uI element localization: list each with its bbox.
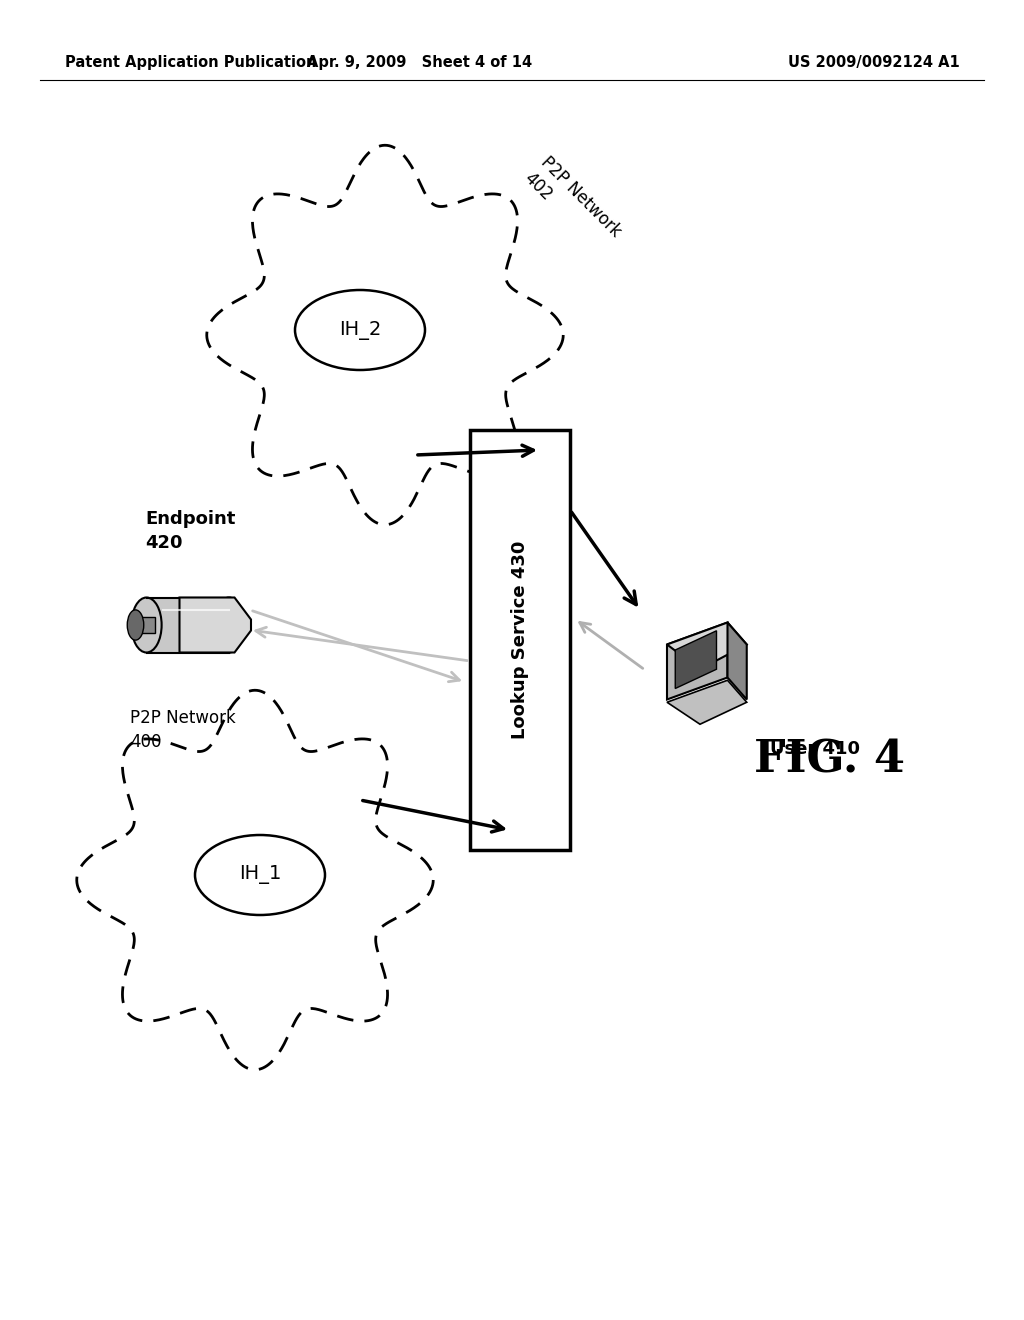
Bar <box>146 598 229 652</box>
Text: P2P Network
402: P2P Network 402 <box>520 153 625 257</box>
Polygon shape <box>667 623 727 700</box>
Text: Patent Application Publication: Patent Application Publication <box>65 54 316 70</box>
Polygon shape <box>667 680 746 725</box>
Text: P2P Network
400: P2P Network 400 <box>130 709 236 751</box>
Text: IH_2: IH_2 <box>339 321 381 339</box>
Text: US 2009/0092124 A1: US 2009/0092124 A1 <box>788 54 961 70</box>
Bar <box>470 430 570 850</box>
Text: User 410: User 410 <box>770 741 860 758</box>
Bar <box>138 616 155 634</box>
Text: FIG. 4: FIG. 4 <box>755 738 905 781</box>
Ellipse shape <box>195 836 325 915</box>
Ellipse shape <box>214 598 244 652</box>
Text: Apr. 9, 2009   Sheet 4 of 14: Apr. 9, 2009 Sheet 4 of 14 <box>307 54 532 70</box>
Text: IH_1: IH_1 <box>239 866 282 884</box>
Polygon shape <box>667 623 746 669</box>
Polygon shape <box>727 623 746 700</box>
Ellipse shape <box>131 598 162 652</box>
Ellipse shape <box>295 290 425 370</box>
Text: Endpoint
420: Endpoint 420 <box>145 510 236 552</box>
Ellipse shape <box>127 610 143 640</box>
Text: Lookup Service 430: Lookup Service 430 <box>511 541 529 739</box>
Polygon shape <box>179 598 251 652</box>
Polygon shape <box>675 631 717 689</box>
